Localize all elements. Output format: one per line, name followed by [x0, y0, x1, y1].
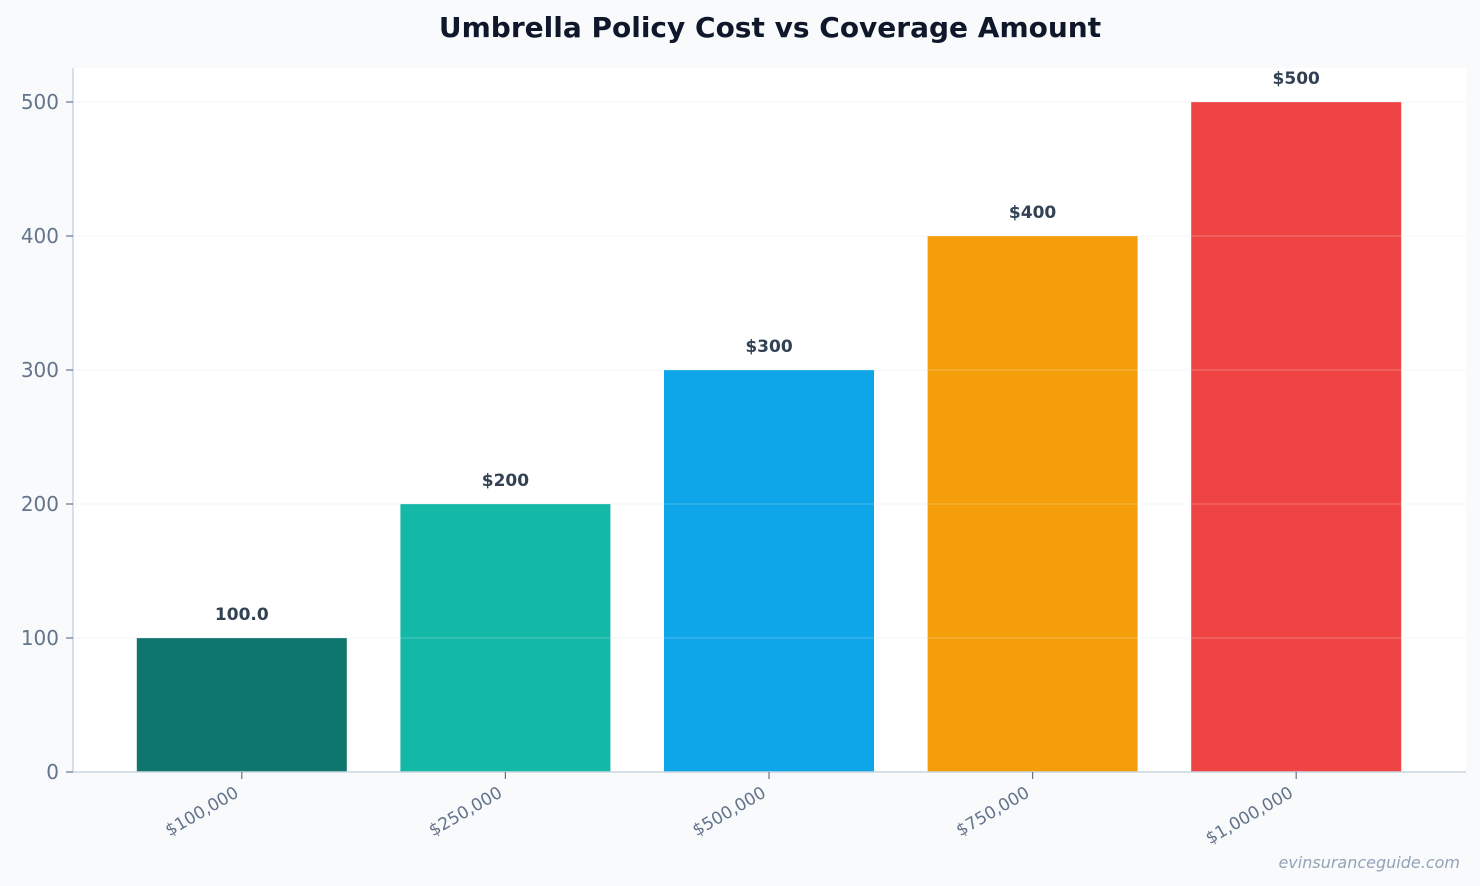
bar-4	[927, 236, 1138, 772]
overlay-gridlines	[73, 101, 1466, 639]
y-tick-label-400: 400	[21, 224, 59, 248]
x-tick-label-3: $500,000	[689, 783, 769, 841]
x-tick-label-4: $750,000	[953, 783, 1033, 841]
x-tick-label-5: $1,000,000	[1202, 783, 1296, 849]
data-label-5: $500	[1273, 69, 1320, 89]
bar-5	[1191, 102, 1402, 772]
chart-title: Umbrella Policy Cost vs Coverage Amount	[439, 11, 1101, 44]
bar-1	[136, 638, 347, 772]
y-tick-label-200: 200	[21, 492, 59, 516]
x-tick-label-2: $250,000	[426, 783, 506, 841]
data-label-4: $400	[1009, 203, 1056, 223]
data-labels: 100.0 $200 $300 $400 $500	[215, 69, 1320, 625]
bar-2	[400, 504, 611, 772]
bars	[136, 102, 1402, 772]
y-tick-label-0: 0	[46, 760, 59, 784]
data-label-3: $300	[745, 337, 792, 357]
y-tick-label-300: 300	[21, 358, 59, 382]
watermark: evinsuranceguide.com	[1278, 853, 1460, 872]
bar-3	[664, 370, 874, 772]
y-tick-label-100: 100	[21, 626, 59, 650]
y-tick-label-500: 500	[21, 90, 59, 114]
x-tick-label-1: $100,000	[162, 783, 242, 841]
data-label-2: $200	[482, 471, 529, 491]
data-label-1: 100.0	[215, 605, 269, 625]
